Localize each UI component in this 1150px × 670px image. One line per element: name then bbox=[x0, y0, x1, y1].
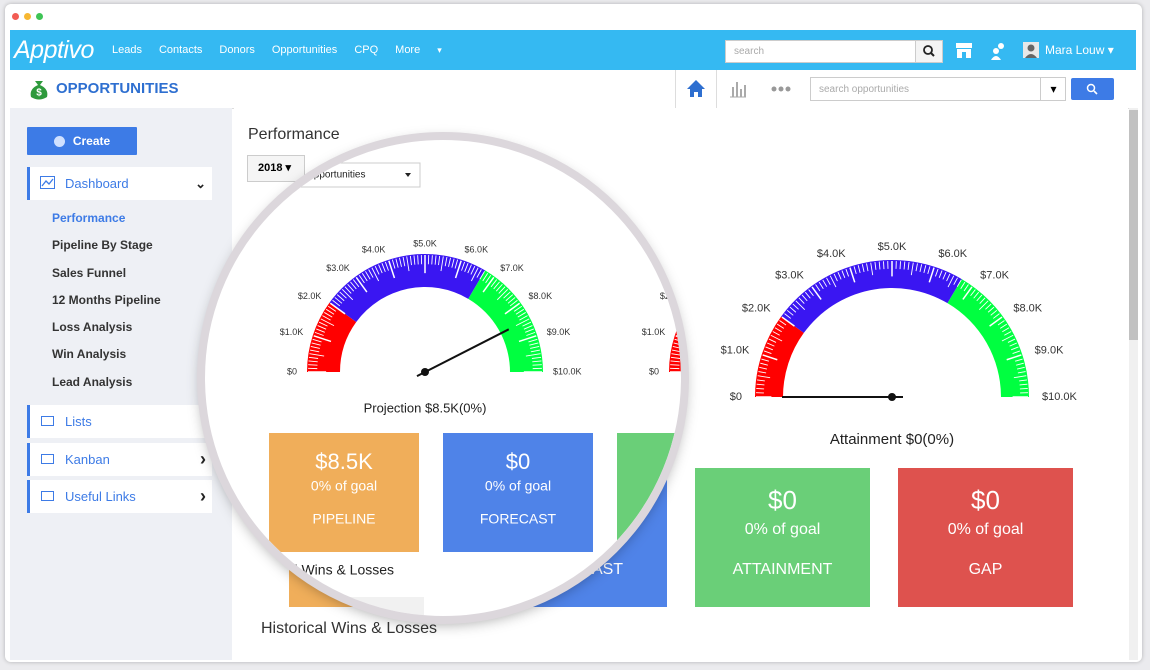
section-label: Kanban bbox=[65, 452, 110, 467]
section-item[interactable]: Lists bbox=[27, 405, 212, 438]
opportunity-search[interactable]: search opportunities bbox=[810, 77, 1066, 101]
dashboard-item[interactable]: 12 Months Pipeline bbox=[52, 292, 161, 307]
logo[interactable]: Apptivo bbox=[14, 36, 94, 64]
nav-link[interactable]: Contacts bbox=[158, 44, 203, 56]
nav-bar: Apptivo Leads Contacts Donors Opportunities… bbox=[10, 30, 1136, 70]
nav-links: Leads Contacts Donors Opportunities CPQ More … bbox=[112, 30, 442, 70]
section-item[interactable]: Useful Links › bbox=[27, 480, 212, 513]
money-icon: $ bbox=[30, 81, 48, 100]
search-button[interactable] bbox=[915, 40, 943, 63]
avatar[interactable] bbox=[1023, 42, 1039, 58]
people-icon[interactable] bbox=[988, 41, 1008, 61]
section-label: Useful Links bbox=[65, 489, 136, 504]
year: 2018 bbox=[258, 162, 283, 174]
user-menu[interactable]: Mara Louw ▾ bbox=[1045, 43, 1114, 57]
section-label: Lists bbox=[65, 414, 92, 429]
placeholder: search bbox=[734, 46, 765, 57]
search-input[interactable]: search bbox=[725, 40, 916, 63]
scrollbar bbox=[1129, 108, 1138, 660]
app-bar: $ OPPORTUNITIES search opportunities ▾ bbox=[10, 70, 1136, 109]
create-button[interactable]: Create bbox=[27, 127, 137, 155]
app-title: OPPORTUNITIES bbox=[56, 80, 179, 97]
dashboard-item[interactable]: Loss Analysis bbox=[52, 320, 133, 335]
sidebar: Create Dashboard ⌄ Performance Pipeline By… bbox=[10, 108, 232, 660]
caret: ▾ bbox=[437, 44, 442, 55]
max-dot[interactable] bbox=[36, 13, 43, 20]
placeholder: search opportunities bbox=[819, 83, 910, 95]
scroll-thumb[interactable] bbox=[1129, 110, 1138, 340]
svg-text:$: $ bbox=[36, 88, 42, 99]
more-icon[interactable] bbox=[770, 82, 794, 96]
dashboard-item[interactable]: Pipeline By Stage bbox=[52, 238, 153, 253]
chevron: › bbox=[200, 486, 206, 506]
close-dot[interactable] bbox=[12, 13, 19, 20]
search-go[interactable] bbox=[1071, 78, 1114, 100]
section-icon bbox=[41, 454, 54, 464]
nav-link[interactable]: Opportunities bbox=[271, 44, 338, 56]
nav-link[interactable]: CPQ bbox=[354, 44, 379, 56]
dashboard-item[interactable]: Sales Funnel bbox=[52, 265, 127, 280]
collapse-tab[interactable]: ‹ bbox=[215, 380, 230, 412]
store-icon[interactable] bbox=[954, 41, 974, 61]
search-dropdown[interactable]: ▾ bbox=[1040, 78, 1066, 100]
section-icon bbox=[41, 416, 54, 426]
section-item[interactable]: Kanban › bbox=[27, 443, 212, 476]
nav-link[interactable]: Leads bbox=[112, 44, 142, 56]
nav-link[interactable]: More bbox=[395, 44, 421, 56]
home-icon bbox=[687, 80, 705, 97]
chart-icon[interactable] bbox=[726, 77, 750, 101]
search-icon bbox=[923, 45, 935, 57]
year-filter[interactable]: 2018 ▾ bbox=[247, 155, 305, 182]
heading: Performance bbox=[248, 126, 340, 143]
dashboard-label: Dashboard bbox=[65, 176, 129, 191]
dashboard-item[interactable]: Win Analysis bbox=[52, 347, 127, 362]
search-icon bbox=[1086, 83, 1098, 95]
chevron: › bbox=[200, 449, 206, 469]
dashboard-items: Performance Pipeline By Stage Sales Funnel… bbox=[52, 205, 161, 396]
dashboard-item[interactable]: Performance bbox=[52, 211, 126, 225]
section-icon bbox=[41, 491, 54, 501]
main-panel: Performance 2018 ▾ bbox=[234, 108, 1128, 660]
min-dot[interactable] bbox=[24, 13, 31, 20]
home-tab[interactable] bbox=[675, 70, 717, 108]
create-label: Create bbox=[72, 134, 111, 148]
dashboard-item[interactable]: Lead Analysis bbox=[52, 374, 133, 389]
dashboard-menu[interactable]: Dashboard ⌄ bbox=[27, 167, 212, 200]
user-name: Mara Louw bbox=[1045, 43, 1105, 57]
nav-link[interactable]: Donors bbox=[219, 44, 255, 56]
